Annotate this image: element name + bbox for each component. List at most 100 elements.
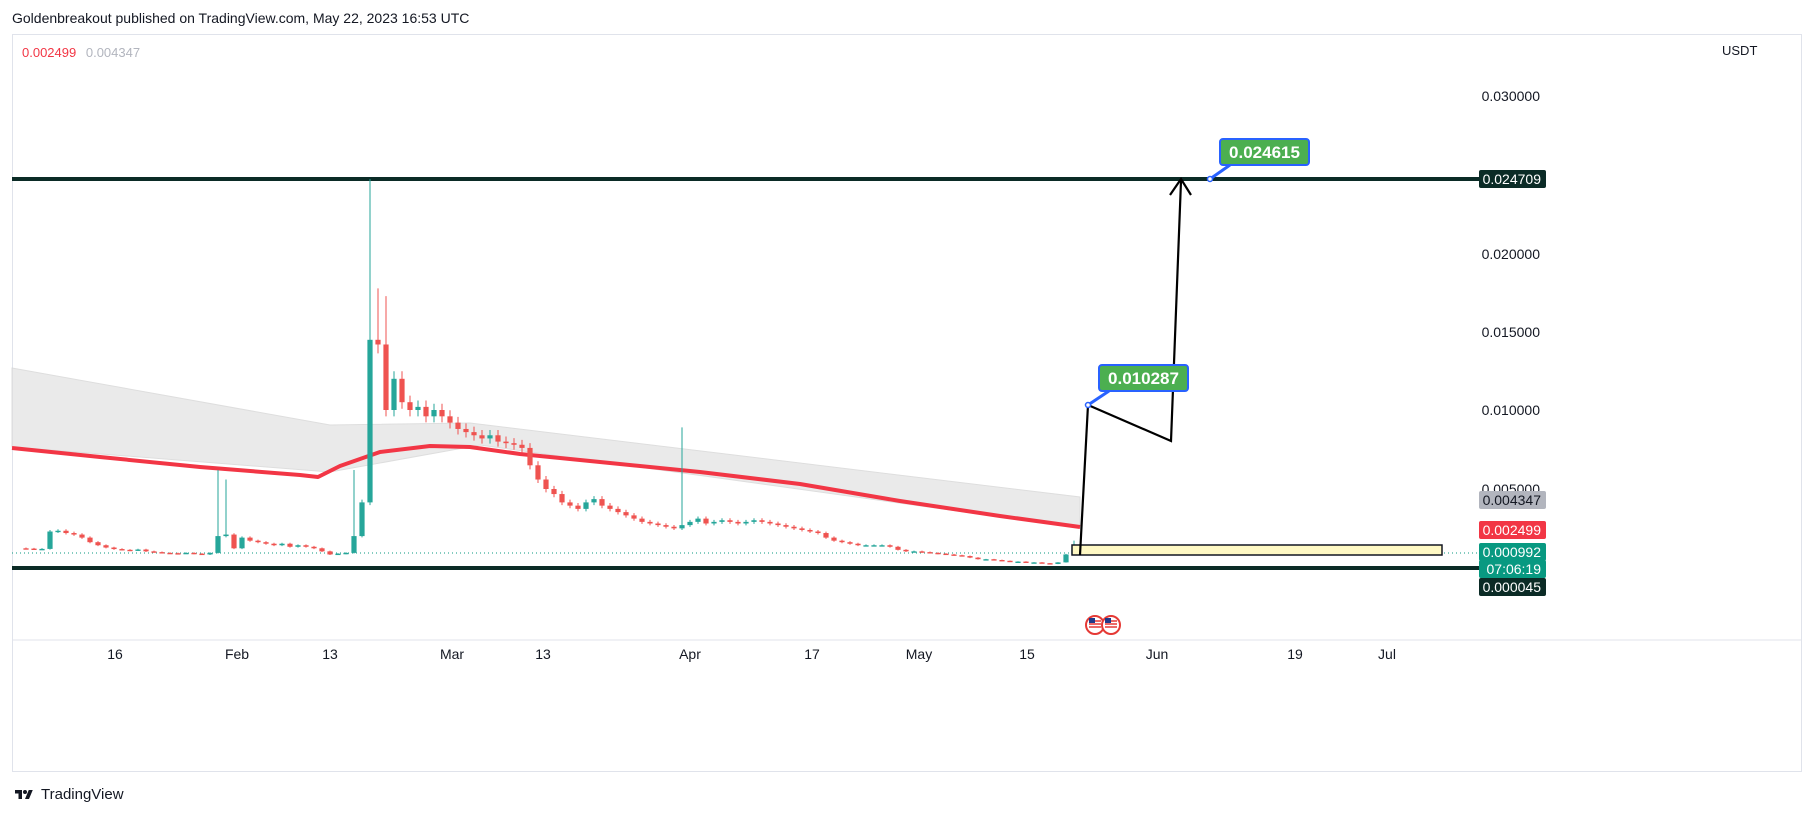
candle-body[interactable] — [807, 529, 813, 532]
candle-body[interactable] — [879, 545, 885, 547]
projection-path[interactable] — [1078, 180, 1183, 556]
candle-body[interactable] — [439, 410, 445, 417]
target-callout-1-box[interactable] — [1098, 364, 1189, 392]
candle-body[interactable] — [95, 542, 101, 546]
candle-body[interactable] — [551, 489, 557, 495]
candle-body[interactable] — [543, 479, 549, 489]
candle-body[interactable] — [391, 378, 397, 410]
candle-body[interactable] — [231, 534, 237, 549]
candle-body[interactable] — [735, 521, 741, 524]
candle-body[interactable] — [711, 521, 717, 524]
candle-body[interactable] — [1007, 560, 1013, 563]
candle-body[interactable] — [623, 512, 629, 516]
candle-body[interactable] — [351, 536, 357, 553]
candle-body[interactable] — [631, 515, 637, 519]
candle-body[interactable] — [967, 556, 973, 558]
candle-body[interactable] — [847, 542, 853, 544]
candle-body[interactable] — [167, 552, 173, 555]
candle-body[interactable] — [119, 549, 125, 551]
demand-zone-box[interactable] — [1071, 544, 1443, 556]
candle-body[interactable] — [959, 555, 965, 557]
candle-body[interactable] — [559, 494, 565, 503]
candle-body[interactable] — [751, 520, 757, 522]
candle-body[interactable] — [983, 559, 989, 561]
candle-body[interactable] — [775, 523, 781, 526]
candle-body[interactable] — [855, 543, 861, 546]
candle-body[interactable] — [647, 521, 653, 524]
candle-body[interactable] — [863, 545, 869, 547]
candle-body[interactable] — [375, 339, 381, 345]
candle-body[interactable] — [511, 443, 517, 445]
candle-body[interactable] — [935, 552, 941, 555]
candle-body[interactable] — [919, 551, 925, 553]
us-flag-event-icon[interactable] — [1085, 615, 1105, 635]
candle-body[interactable] — [703, 518, 709, 524]
us-flag-event-icon[interactable] — [1101, 615, 1121, 635]
candle-body[interactable] — [175, 553, 181, 555]
candle-body[interactable] — [655, 523, 661, 526]
candle-body[interactable] — [31, 548, 37, 551]
candle-body[interactable] — [783, 525, 789, 527]
candle-body[interactable] — [223, 534, 229, 537]
candle-body[interactable] — [527, 447, 533, 466]
candle-body[interactable] — [599, 499, 605, 506]
candle-body[interactable] — [839, 540, 845, 543]
candle-body[interactable] — [55, 530, 61, 533]
candle-body[interactable] — [687, 521, 693, 526]
candle-body[interactable] — [415, 406, 421, 410]
candle-body[interactable] — [679, 525, 685, 529]
candle-body[interactable] — [183, 552, 189, 555]
candle-body[interactable] — [1023, 561, 1029, 563]
candle-body[interactable] — [295, 545, 301, 547]
candle-body[interactable] — [823, 533, 829, 538]
candle-body[interactable] — [143, 549, 149, 552]
candle-body[interactable] — [215, 536, 221, 553]
candle-body[interactable] — [999, 560, 1005, 562]
candle-body[interactable] — [591, 499, 597, 503]
candle-body[interactable] — [487, 435, 493, 439]
candle-body[interactable] — [727, 520, 733, 522]
candle-body[interactable] — [103, 545, 109, 548]
candle-body[interactable] — [1055, 562, 1061, 564]
candle-body[interactable] — [455, 422, 461, 429]
candle-body[interactable] — [199, 553, 205, 556]
candle-body[interactable] — [303, 545, 309, 547]
candle-body[interactable] — [799, 528, 805, 530]
candle-body[interactable] — [407, 402, 413, 410]
candle-body[interactable] — [471, 432, 477, 436]
candle-body[interactable] — [239, 537, 245, 549]
candle-body[interactable] — [1063, 554, 1069, 563]
candle-body[interactable] — [271, 543, 277, 546]
tradingview-footer[interactable]: TradingView — [12, 786, 124, 803]
candle-body[interactable] — [927, 552, 933, 554]
candle-body[interactable] — [431, 410, 437, 417]
candle-body[interactable] — [135, 549, 141, 551]
candle-body[interactable] — [311, 546, 317, 549]
candle-body[interactable] — [151, 551, 157, 553]
candle-body[interactable] — [583, 502, 589, 509]
candle-body[interactable] — [895, 546, 901, 550]
candle-body[interactable] — [639, 518, 645, 522]
candle-body[interactable] — [319, 548, 325, 552]
candle-body[interactable] — [671, 526, 677, 529]
candle-body[interactable] — [335, 553, 341, 556]
candle-body[interactable] — [887, 545, 893, 547]
candle-body[interactable] — [975, 557, 981, 560]
candle-body[interactable] — [159, 552, 165, 554]
candle-body[interactable] — [871, 545, 877, 547]
candle-body[interactable] — [759, 520, 765, 522]
candle-body[interactable] — [743, 521, 749, 524]
candle-body[interactable] — [567, 502, 573, 506]
candle-body[interactable] — [191, 552, 197, 555]
candle-body[interactable] — [479, 435, 485, 439]
candle-body[interactable] — [463, 428, 469, 433]
candle-body[interactable] — [207, 552, 213, 555]
candle-body[interactable] — [1047, 563, 1053, 565]
candle-body[interactable] — [447, 416, 453, 423]
candle-body[interactable] — [79, 534, 85, 538]
candle-body[interactable] — [911, 551, 917, 553]
candle-body[interactable] — [359, 502, 365, 537]
candle-body[interactable] — [287, 543, 293, 547]
candle-body[interactable] — [383, 344, 389, 410]
